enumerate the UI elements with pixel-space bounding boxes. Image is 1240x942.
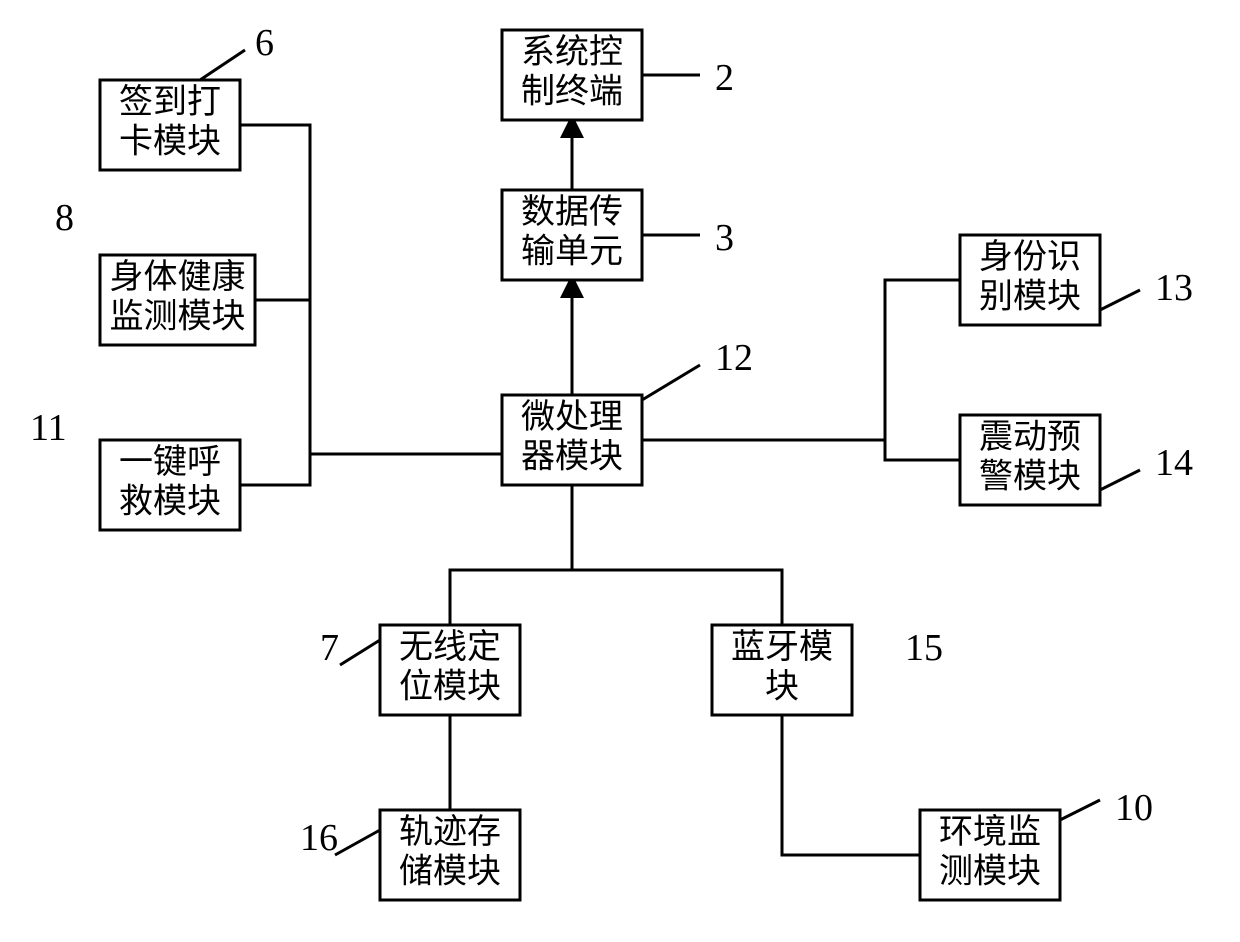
box-text: 救模块 bbox=[119, 482, 221, 520]
box-text: 轨迹存 bbox=[399, 813, 501, 851]
connector-17 bbox=[340, 640, 380, 665]
box-b8: 身体健康监测模块 bbox=[100, 255, 255, 345]
connector-16 bbox=[642, 365, 700, 400]
box-b11: 一键呼救模块 bbox=[100, 440, 240, 530]
connector-12 bbox=[572, 570, 782, 625]
box-text: 身份识 bbox=[979, 238, 1081, 276]
box-text: 器模块 bbox=[521, 437, 623, 475]
box-text: 身体健康 bbox=[110, 258, 246, 296]
box-b10: 环境监测模块 bbox=[920, 810, 1060, 900]
box-text: 签到打 bbox=[119, 83, 221, 121]
box-b2: 系统控制终端 bbox=[502, 30, 642, 120]
box-text: 制终端 bbox=[521, 72, 623, 110]
box-b7: 无线定位模块 bbox=[380, 625, 520, 715]
boxes: 系统控制终端数据传输单元签到打卡模块身体健康监测模块一键呼救模块微处理器模块身份… bbox=[100, 30, 1100, 900]
ref-number-11: 11 bbox=[30, 407, 67, 449]
connector-8 bbox=[885, 280, 960, 440]
connector-19 bbox=[1060, 800, 1100, 820]
ref-number-15: 15 bbox=[905, 627, 943, 669]
box-text: 数据传 bbox=[521, 193, 623, 231]
ref-number-16: 16 bbox=[300, 817, 338, 859]
box-text: 环境监 bbox=[939, 813, 1041, 851]
box-text: 警模块 bbox=[979, 457, 1081, 495]
box-text: 震动预 bbox=[979, 419, 1081, 456]
box-text: 微处理 bbox=[521, 398, 623, 436]
box-text: 一键呼 bbox=[119, 443, 221, 481]
block-diagram: 系统控制终端数据传输单元签到打卡模块身体健康监测模块一键呼救模块微处理器模块身份… bbox=[0, 0, 1240, 942]
box-b16: 轨迹存储模块 bbox=[380, 810, 520, 900]
ref-number-14: 14 bbox=[1155, 442, 1193, 484]
connector-5 bbox=[240, 454, 310, 485]
ref-number-7: 7 bbox=[320, 627, 339, 669]
box-text: 储模块 bbox=[399, 852, 501, 890]
ref-number-6: 6 bbox=[255, 22, 274, 64]
box-text: 块 bbox=[765, 668, 799, 705]
box-b13: 身份识别模块 bbox=[960, 235, 1100, 325]
box-b15: 蓝牙模块 bbox=[712, 625, 852, 715]
box-text: 卡模块 bbox=[119, 122, 221, 160]
ref-number-12: 12 bbox=[715, 337, 753, 379]
connector-9 bbox=[885, 440, 960, 460]
ref-number-3: 3 bbox=[715, 217, 734, 259]
ref-number-2: 2 bbox=[715, 57, 734, 99]
connector-11 bbox=[450, 570, 572, 625]
ref-number-10: 10 bbox=[1115, 787, 1153, 829]
box-b12: 微处理器模块 bbox=[502, 395, 642, 485]
box-b14: 震动预警模块 bbox=[960, 415, 1100, 505]
connector-14 bbox=[782, 715, 920, 855]
box-text: 别模块 bbox=[979, 277, 1081, 315]
connector-15 bbox=[200, 50, 245, 80]
ref-number-13: 13 bbox=[1155, 267, 1193, 309]
connector-20 bbox=[1100, 290, 1140, 310]
box-b3: 数据传输单元 bbox=[502, 190, 642, 280]
ref-number-8: 8 bbox=[55, 197, 74, 239]
box-text: 位模块 bbox=[399, 667, 501, 705]
connector-18 bbox=[335, 830, 380, 855]
box-text: 蓝牙模 bbox=[731, 628, 833, 666]
box-text: 系统控 bbox=[521, 33, 623, 71]
connector-21 bbox=[1100, 470, 1140, 490]
box-text: 无线定 bbox=[399, 628, 501, 666]
box-text: 输单元 bbox=[521, 232, 623, 270]
box-text: 监测模块 bbox=[110, 297, 246, 335]
box-text: 测模块 bbox=[939, 852, 1041, 890]
box-b6: 签到打卡模块 bbox=[100, 80, 240, 170]
